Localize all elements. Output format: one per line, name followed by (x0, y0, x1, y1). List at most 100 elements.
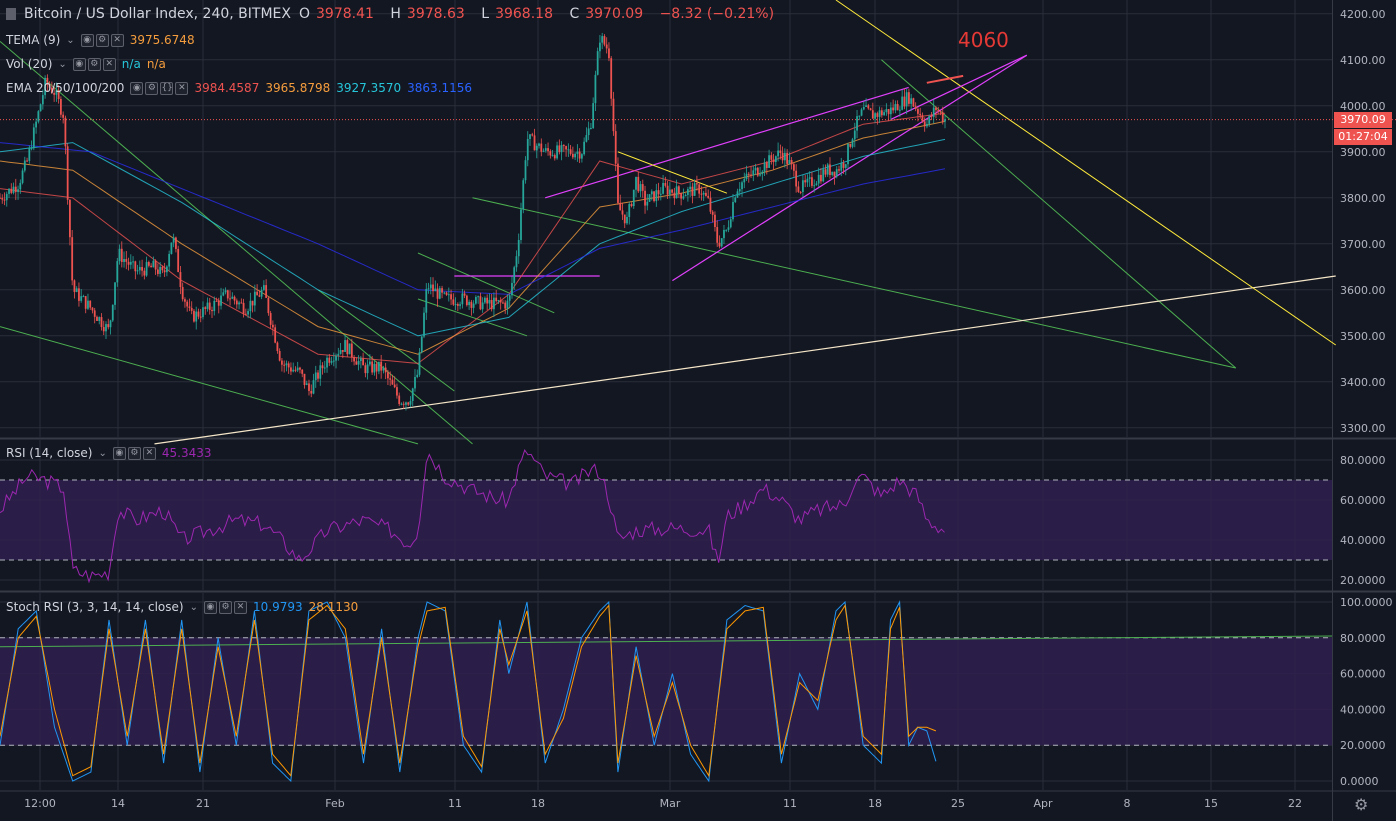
candle-body (745, 173, 748, 179)
candle-body (477, 296, 480, 298)
close-icon[interactable]: ✕ (233, 600, 247, 614)
rsi-tick-label: 60.0000 (1340, 494, 1386, 507)
candle-body (177, 248, 180, 273)
candle-body (585, 135, 588, 142)
candle-body (215, 300, 218, 302)
candle-body (335, 355, 337, 361)
chevron-down-icon[interactable]: ⌄ (98, 447, 107, 459)
candle-body (729, 219, 732, 228)
candle-body (156, 269, 159, 274)
stoch-band (0, 637, 1332, 746)
time-tick-label: 8 (1124, 797, 1131, 810)
candle-body (594, 74, 597, 104)
candle-body (459, 304, 461, 306)
candle-body (641, 184, 644, 191)
close-icon[interactable]: ✕ (102, 57, 116, 71)
candle-body (202, 307, 204, 318)
settings-gear-icon[interactable]: ⚙ (1354, 795, 1369, 814)
legend-tema[interactable]: TEMA (9) ⌄ ◉ ⚙ ✕ 3975.6748 (6, 33, 195, 47)
candle-body (871, 110, 874, 119)
close-icon[interactable]: ✕ (110, 33, 124, 47)
candle-body (811, 177, 813, 186)
candle-body (238, 302, 240, 305)
candle-body (111, 304, 114, 321)
candle-body (795, 170, 798, 187)
candle-body (50, 87, 53, 93)
candle-body (677, 186, 680, 194)
open-value: 3978.41 (316, 6, 374, 22)
candle-body (26, 160, 28, 162)
eye-icon[interactable]: ◉ (203, 600, 217, 614)
close-icon[interactable]: ✕ (142, 446, 156, 460)
candle-body (348, 343, 351, 355)
candle-body (752, 170, 755, 176)
legend-stoch[interactable]: Stoch RSI (3, 3, 14, 14, close) ⌄ ◉ ⚙ ✕ 10.… (6, 600, 358, 614)
candle-body (935, 107, 937, 111)
time-tick-label: 21 (196, 797, 210, 810)
candle-body (817, 174, 820, 184)
price-tick-label: 3700.00 (1340, 238, 1386, 251)
candle-body (894, 103, 897, 111)
gear-icon[interactable]: ⚙ (145, 81, 159, 95)
candle-body (847, 144, 849, 165)
candle-body (869, 108, 872, 111)
eye-icon[interactable]: ◉ (112, 446, 126, 460)
gear-icon[interactable]: ⚙ (87, 57, 101, 71)
braces-icon[interactable]: {} (160, 81, 174, 95)
legend-ema[interactable]: EMA 20/50/100/200 ◉ ⚙{} ✕ 3984.4587 3965.8… (6, 81, 472, 95)
candle-body (515, 256, 518, 268)
candle-body (276, 342, 279, 352)
symbol-title[interactable]: Bitcoin / US Dollar Index, 240, BITMEX (24, 6, 291, 22)
candle-body (163, 270, 166, 273)
chevron-down-icon[interactable]: ⌄ (189, 601, 198, 613)
close-icon[interactable]: ✕ (175, 81, 189, 95)
candle-body (765, 162, 768, 168)
candle-body (815, 183, 818, 186)
candle-body (547, 148, 549, 152)
candle-body (472, 303, 475, 308)
eye-icon[interactable]: ◉ (80, 33, 94, 47)
candle-body (926, 123, 928, 127)
candle-body (756, 167, 759, 176)
candle-body (657, 190, 660, 195)
candle-body (184, 299, 186, 302)
legend-vol[interactable]: Vol (20) ⌄ ◉ ⚙ ✕ n/a n/a (6, 57, 166, 71)
candle-body (235, 300, 238, 305)
candle-body (226, 290, 229, 299)
candle-body (612, 98, 615, 132)
candle-body (93, 310, 96, 317)
candle-body (495, 297, 498, 302)
candle-body (754, 167, 757, 171)
candle-body (930, 115, 933, 117)
candle-body (57, 90, 60, 100)
symbol-header: Bitcoin / US Dollar Index, 240, BITMEX O… (6, 6, 780, 22)
candle-body (59, 99, 62, 115)
gear-icon[interactable]: ⚙ (95, 33, 109, 47)
candle-body (125, 259, 128, 262)
candle-body (258, 295, 261, 297)
candle-body (921, 115, 924, 122)
price-tick-label: 3500.00 (1340, 330, 1386, 343)
gear-icon[interactable]: ⚙ (127, 446, 141, 460)
candle-body (705, 192, 707, 196)
legend-rsi[interactable]: RSI (14, close) ⌄ ◉ ⚙ ✕ 45.3433 (6, 446, 212, 460)
chevron-down-icon[interactable]: ⌄ (66, 34, 75, 46)
price-tick-label: 4200.00 (1340, 8, 1386, 21)
candle-body (470, 301, 473, 308)
annotation-4060[interactable]: 4060 (958, 28, 1009, 52)
chart-type-icon[interactable] (6, 8, 16, 20)
eye-icon[interactable]: ◉ (72, 57, 86, 71)
candle-body (244, 313, 247, 315)
trendline-magenta (545, 86, 909, 199)
candle-body (914, 106, 917, 110)
candle-body (673, 192, 676, 199)
candle-body (364, 365, 367, 374)
chevron-down-icon[interactable]: ⌄ (58, 58, 67, 70)
candle-body (876, 113, 879, 117)
candle-body (262, 285, 265, 290)
candle-body (190, 307, 193, 311)
eye-icon[interactable]: ◉ (130, 81, 144, 95)
candle-body (69, 199, 71, 238)
gear-icon[interactable]: ⚙ (218, 600, 232, 614)
